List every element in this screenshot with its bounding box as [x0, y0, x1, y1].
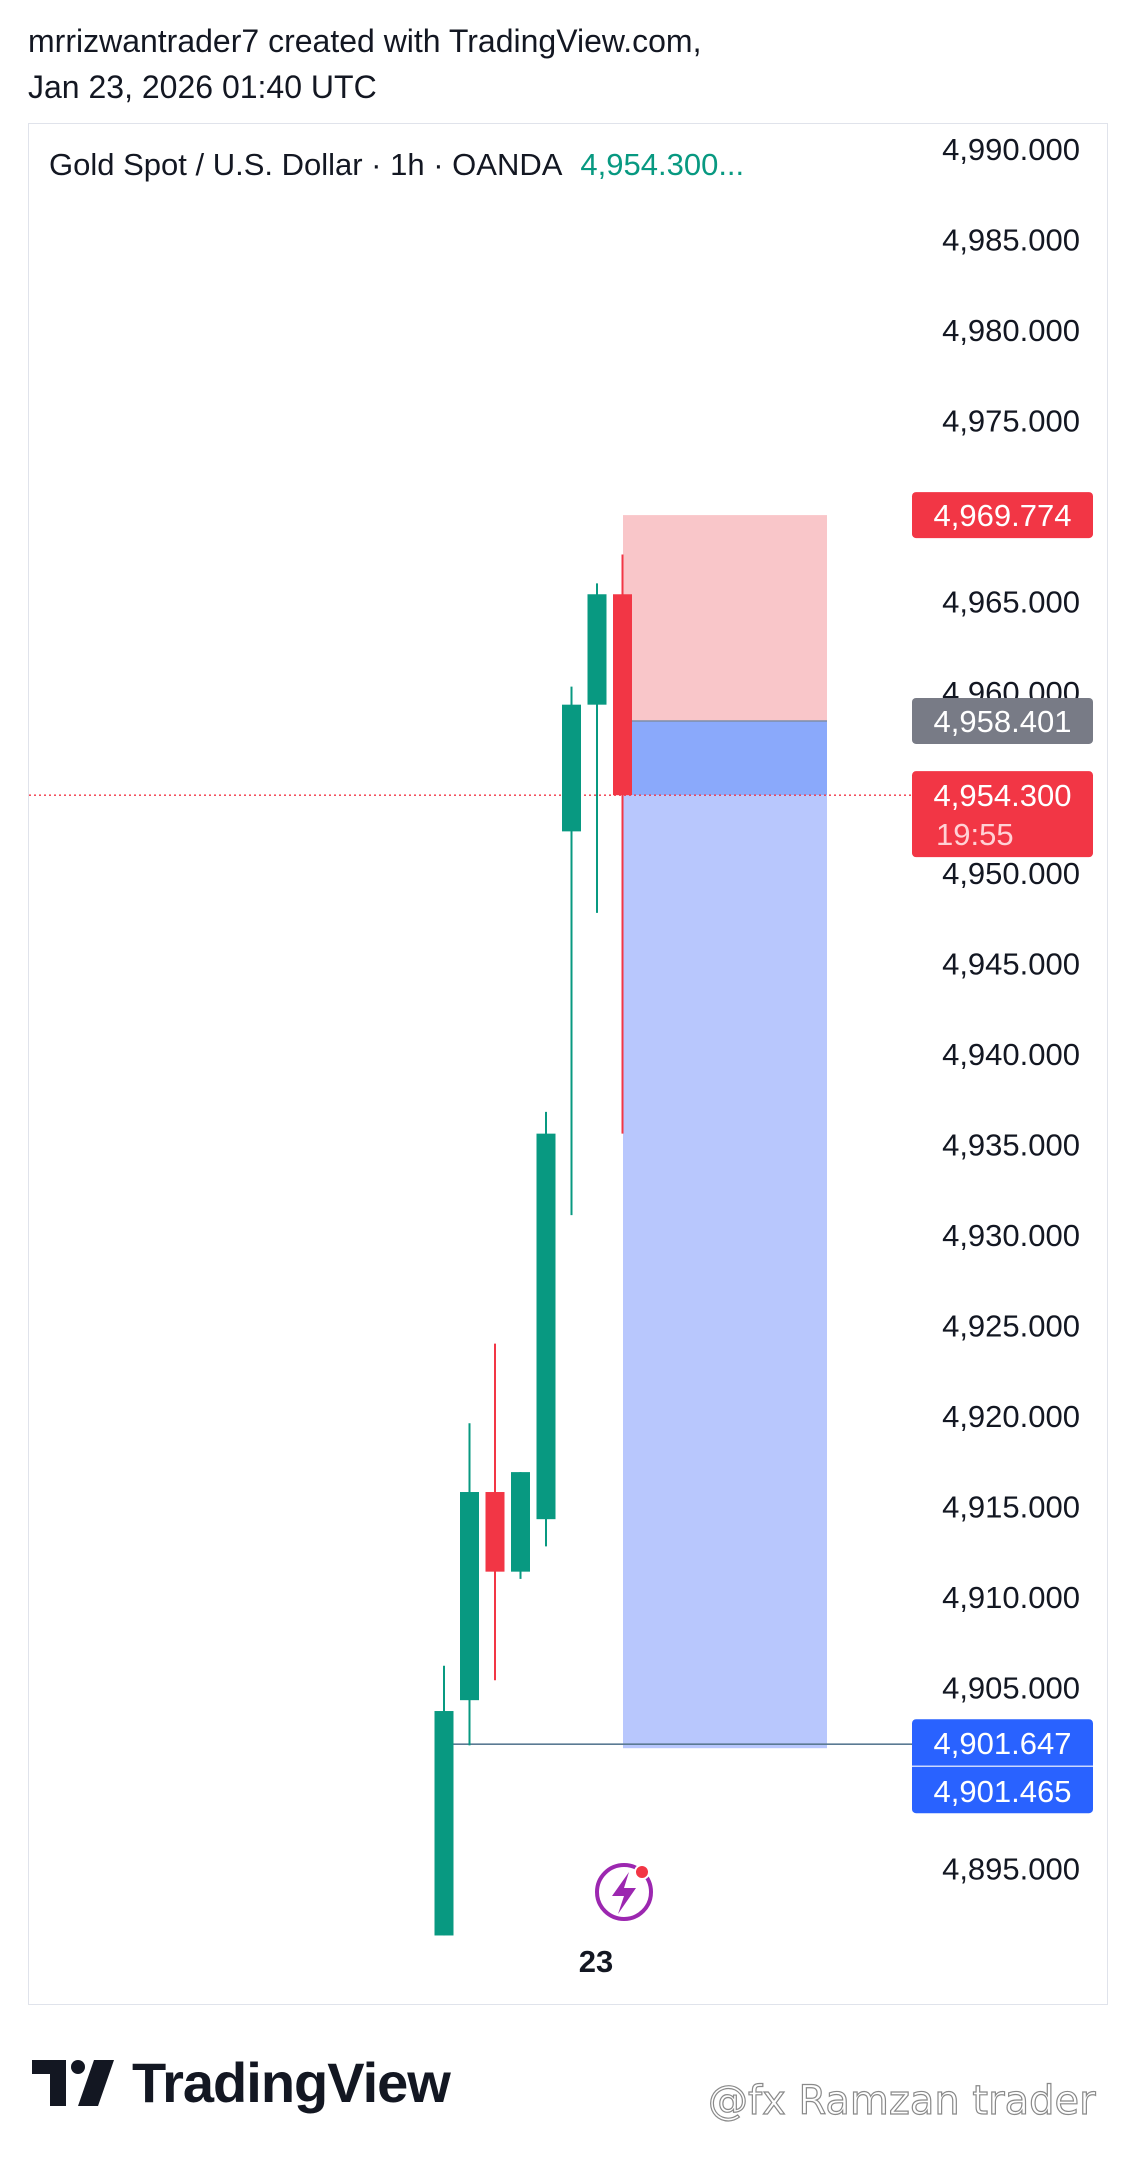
candle-down — [485, 1492, 505, 1572]
current-price-box — [912, 771, 1093, 858]
caption-date: Jan 23, 2026 01:40 UTC — [28, 69, 377, 105]
candle-up — [536, 1133, 556, 1520]
candle-up — [587, 594, 607, 705]
symbol-title: Gold Spot / U.S. Dollar · 1h · OANDA — [49, 147, 563, 182]
y-tick-label: 4,910.000 — [942, 1580, 1080, 1615]
caption-author: mrrizwantrader7 created with TradingView… — [28, 23, 702, 59]
candle-up — [562, 704, 581, 832]
tradingview-mark-icon — [32, 2059, 114, 2106]
bar-countdown-label: 19:55 — [936, 817, 1014, 852]
y-tick-label: 4,940.000 — [942, 1037, 1080, 1072]
y-tick-label: 4,920.000 — [942, 1399, 1080, 1434]
y-tick-label: 4,895.000 — [942, 1852, 1080, 1887]
y-tick-label: 4,980.000 — [942, 313, 1080, 348]
stop-loss-zone — [623, 515, 827, 721]
y-tick-label: 4,930.000 — [942, 1218, 1080, 1253]
candle-up — [511, 1472, 530, 1572]
y-tick-label: 4,925.000 — [942, 1309, 1080, 1344]
tradingview-logo: TradingView — [32, 2050, 451, 2115]
take-profit-price-label: 4,901.647 — [934, 1726, 1072, 1761]
lightning-bolt-icon — [612, 1872, 636, 1914]
watermark: @fx Ramzan trader — [707, 2077, 1096, 2124]
entry-price-box — [912, 697, 1093, 744]
lightning-event-icon — [595, 1863, 653, 1921]
stop-loss-price-label: 4,969.774 — [934, 498, 1072, 533]
entry-price-label: 4,958.401 — [934, 704, 1072, 739]
level-price-label: 4,901.465 — [934, 1774, 1072, 1809]
y-tick-label: 4,945.000 — [942, 947, 1080, 982]
candle-up — [460, 1492, 479, 1701]
y-tick-label: 4,990.000 — [942, 132, 1080, 167]
y-tick-label: 4,965.000 — [942, 585, 1080, 620]
symbol-last-price: 4,954.300... — [580, 147, 744, 182]
x-axis-date-label: 23 — [579, 1944, 613, 1979]
chart-caption: mrrizwantrader7 created with TradingView… — [28, 18, 701, 110]
y-tick-label: 4,905.000 — [942, 1671, 1080, 1706]
y-tick-label: 4,975.000 — [942, 404, 1080, 439]
current-price-label: 4,954.300 — [934, 778, 1072, 813]
y-tick-label: 4,935.000 — [942, 1128, 1080, 1163]
chart-frame — [28, 123, 1108, 2005]
y-tick-label: 4,915.000 — [942, 1490, 1080, 1525]
y-tick-label: 4,950.000 — [942, 856, 1080, 891]
entry-to-current-zone — [623, 720, 827, 796]
y-tick-label: 4,985.000 — [942, 223, 1080, 258]
tradingview-wordmark: TradingView — [132, 2051, 451, 2114]
candle-up — [434, 1711, 454, 1936]
stop-loss-price-box — [912, 492, 1093, 539]
take-profit-zone — [623, 795, 827, 1749]
event-notification-dot — [634, 1864, 650, 1880]
candle-down — [613, 594, 632, 796]
